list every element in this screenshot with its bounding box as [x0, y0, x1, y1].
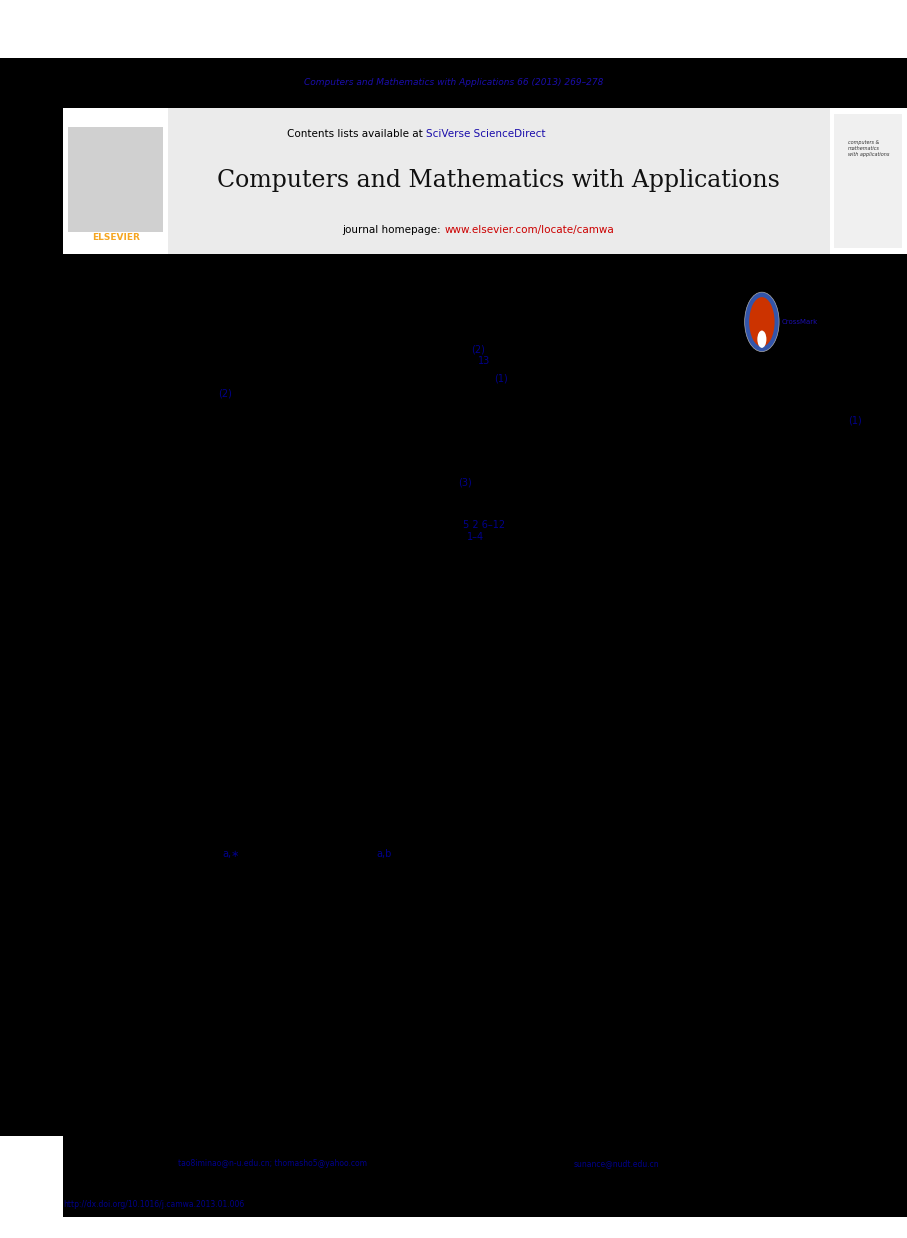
Text: Computers and Mathematics with Applications 66 (2013) 269–278: Computers and Mathematics with Applicati… — [304, 78, 603, 88]
Text: (1): (1) — [494, 374, 508, 384]
Ellipse shape — [749, 297, 775, 347]
Ellipse shape — [745, 292, 779, 352]
Text: ELSEVIER: ELSEVIER — [92, 233, 140, 243]
Bar — [63, 254, 907, 1136]
Text: tao8iminao@n-u.edu.cn; thomasho5@yahoo.com: tao8iminao@n-u.edu.cn; thomasho5@yahoo.c… — [178, 1159, 366, 1169]
Text: Computers and Mathematics with Applications: Computers and Mathematics with Applicati… — [218, 170, 780, 192]
Text: 5 2 6–12: 5 2 6–12 — [463, 520, 504, 530]
Text: Contents lists available at: Contents lists available at — [288, 129, 426, 139]
Text: 13: 13 — [478, 357, 491, 366]
Text: a,∗: a,∗ — [222, 849, 239, 859]
Bar — [168, 108, 830, 254]
Bar — [0, 58, 63, 1136]
Bar — [63, 1136, 907, 1217]
Bar — [0, 108, 907, 254]
Bar — [0, 0, 907, 58]
Bar — [834, 114, 902, 248]
Bar — [830, 108, 907, 254]
Text: (1): (1) — [848, 416, 862, 426]
Text: www.elsevier.com/locate/camwa: www.elsevier.com/locate/camwa — [444, 225, 614, 235]
Bar — [68, 126, 163, 232]
Text: (3): (3) — [458, 478, 472, 488]
Text: (2): (2) — [218, 389, 231, 399]
Text: SciVerse ScienceDirect: SciVerse ScienceDirect — [426, 129, 546, 139]
Bar — [0, 1136, 907, 1238]
Text: (2): (2) — [471, 344, 484, 354]
Text: CrossMark: CrossMark — [782, 319, 818, 324]
Text: journal homepage:: journal homepage: — [343, 225, 444, 235]
Text: http://dx.doi.org/10.1016/j.camwa.2013.01.006: http://dx.doi.org/10.1016/j.camwa.2013.0… — [63, 1200, 245, 1210]
Text: computers &
mathematics
with applications: computers & mathematics with application… — [848, 140, 889, 157]
Text: a,b: a,b — [376, 849, 392, 859]
Bar — [63, 108, 168, 254]
Bar — [0, 58, 907, 108]
Ellipse shape — [757, 331, 766, 348]
Text: 1–4: 1–4 — [467, 531, 484, 542]
Text: sunance@nudt.edu.cn: sunance@nudt.edu.cn — [574, 1159, 659, 1169]
